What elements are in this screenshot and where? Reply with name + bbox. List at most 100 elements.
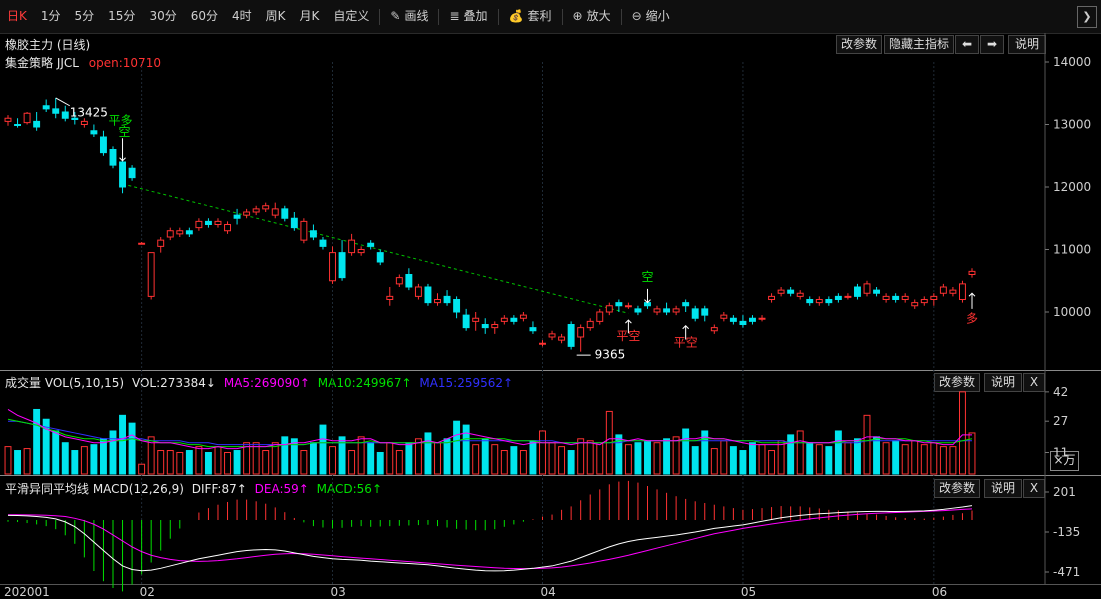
volume-title: 成交量 VOL(5,10,15) [5,376,125,390]
candle-body [119,161,126,188]
candle-body [768,295,776,300]
volume-bar [367,442,375,475]
help-button[interactable]: 说明 [1008,35,1046,54]
candle-body [424,286,432,304]
volume-bar [949,446,957,475]
volume-bar [529,440,537,475]
volume-bar [491,444,499,475]
candle-body [567,324,575,347]
tool-label: 缩小 [645,9,670,23]
price-tick-label: 13000 [1053,118,1091,132]
volume-bar [357,436,365,475]
candle-body [367,242,375,247]
candle-body [214,220,222,225]
toolbar-separator [497,8,499,25]
period-tab-9[interactable]: 自定义 [333,9,370,23]
volume-bar [348,450,356,475]
arrow-right-icon[interactable]: ➡ [980,35,1004,54]
volume-bar [338,436,346,475]
period-tab-0[interactable]: 日K [7,9,27,23]
volume-bar [624,444,632,475]
hide-main-indicator-button[interactable]: 隐藏主指标 [884,35,954,54]
toolbar-separator [438,8,440,25]
candle-body [434,299,441,304]
candle-body [615,302,623,307]
candle-body [901,295,909,300]
candle-body [414,286,422,297]
candle-body [825,299,833,304]
tool-button-4[interactable]: ⊖ 缩小 [625,0,677,33]
strategy-name: 集金策略 JJCL [5,56,79,70]
tool-label: 放大 [586,9,611,23]
volume-ma5-line [7,409,972,450]
candle-body [863,283,871,294]
candle-body [777,289,785,294]
candle-body [252,208,260,213]
signal-short: 空 [641,270,653,284]
candle-body [787,289,795,294]
period-tab-1[interactable]: 1分 [40,9,61,23]
period-tab-5[interactable]: 60分 [190,9,218,23]
volume-bar [119,414,126,475]
volume-bar [901,444,909,475]
volume-bar [567,450,575,475]
candle-body [243,211,251,216]
change-params-button[interactable]: 改参数 [836,35,882,54]
volume-params-button[interactable]: 改参数 [934,373,980,392]
candle-body [319,239,327,247]
candle-body [939,286,947,294]
macd-params-button[interactable]: 改参数 [934,479,980,498]
collapse-toggle-button[interactable]: ❯ [1077,6,1097,28]
candle-body [815,299,823,304]
high-price-pointer [55,97,70,107]
volume-bar [806,442,814,475]
candle-body [42,105,50,110]
volume-bar [844,442,852,475]
tool-label: 叠加 [463,9,488,23]
kline-panel: 橡胶主力 (日线) 集金策略 JJCL open:10710 改参数 隐藏主指标… [0,33,1101,370]
candle-body [138,242,146,245]
macd-help-button[interactable]: 说明 [984,479,1022,498]
volume-bar [214,446,222,475]
candle-body [701,308,709,316]
signal-close-short: 平空 [616,329,640,343]
candle-body [519,314,527,319]
tool-button-3[interactable]: ⊕ 放大 [566,0,618,33]
candle-body [539,342,546,345]
candle-body [710,327,718,332]
candle-body [23,112,31,124]
arrow-left-icon[interactable]: ⬅ [955,35,979,54]
volume-bar [586,440,594,475]
period-tab-4[interactable]: 30分 [149,9,177,23]
tool-button-2[interactable]: 💰 套利 [502,0,559,33]
period-tab-6[interactable]: 4时 [232,9,252,23]
volume-ma5: MA5:269090↑ [223,376,310,390]
candle-body [958,283,966,300]
candle-body [500,317,508,322]
candle-body [844,295,852,298]
x-axis-label: 04 [540,585,555,599]
period-tab-7[interactable]: 周K [265,9,286,23]
tool-button-0[interactable]: ✎ 画线 [383,0,435,33]
volume-bar [787,434,795,475]
period-tab-3[interactable]: 15分 [108,9,136,23]
volume-bar [424,432,432,475]
volume-ma10: MA10:249967↑ [317,376,412,390]
tool-button-1[interactable]: ≣ 叠加 [442,0,494,33]
volume-bar [386,442,394,475]
period-tab-2[interactable]: 5分 [74,9,95,23]
volume-bar [481,438,489,475]
volume-help-button[interactable]: 说明 [984,373,1022,392]
volume-bar [710,448,718,475]
stack-icon: ≣ [449,9,460,23]
candle-body [4,117,12,122]
candle-body [949,289,957,294]
macd-diff-value: DIFF:87↑ [191,482,247,496]
toolbar-separator [620,8,622,25]
macd-panel: 平滑异同平均线 MACD(12,26,9) DIFF:87↑ DEA:59↑ M… [0,476,1101,584]
volume-bar [157,450,165,475]
high-price-label: 13425 [70,105,108,119]
volume-bar [882,442,890,475]
period-tab-8[interactable]: 月K [299,9,320,23]
